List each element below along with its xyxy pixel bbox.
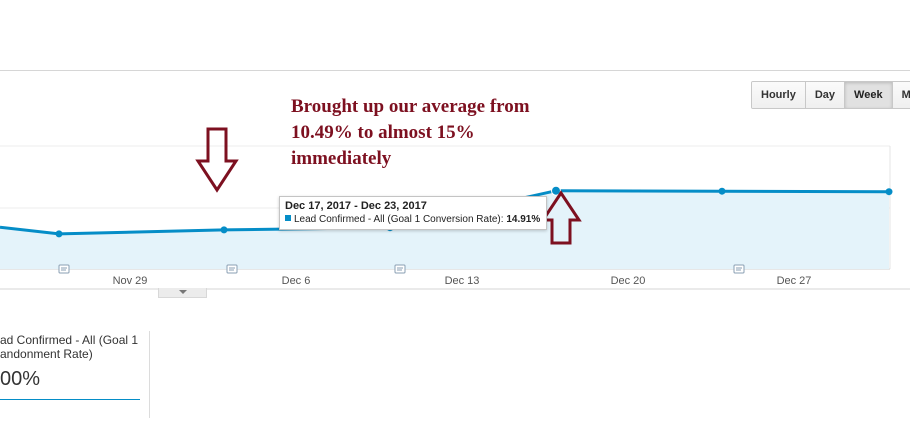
annotation-line: 10.49% to almost 15% — [291, 122, 475, 143]
data-point[interactable] — [220, 226, 228, 234]
chart-collapse-handle[interactable] — [158, 288, 207, 298]
top-divider — [0, 70, 910, 71]
day-button[interactable]: Day — [805, 82, 846, 108]
down-arrow-annotation — [195, 127, 239, 193]
chart-tooltip: Dec 17, 2017 - Dec 23, 2017 Lead Confirm… — [279, 196, 547, 230]
annotation-marker-icon[interactable] — [58, 264, 70, 274]
data-point[interactable] — [55, 230, 63, 238]
tooltip-value: 14.91% — [506, 214, 541, 225]
x-tick-label: Nov 29 — [113, 275, 148, 287]
x-tick-label: Dec 27 — [777, 275, 812, 287]
metric-value: 00% — [0, 368, 41, 390]
annotation-line: Brought up our average from — [291, 96, 530, 117]
month-button[interactable]: Month — [892, 82, 910, 108]
week-button[interactable]: Week — [845, 82, 893, 108]
data-point[interactable] — [551, 185, 561, 196]
metric-label-line: ad Confirmed - All (Goal 1 — [0, 333, 139, 347]
x-tick-label: Dec 6 — [282, 275, 311, 287]
annotation-marker-icon[interactable] — [733, 264, 745, 274]
tooltip-date-range: Dec 17, 2017 - Dec 23, 2017 — [285, 200, 427, 212]
annotation-marker-icon[interactable] — [394, 264, 406, 274]
annotation-line: immediately — [291, 148, 392, 169]
tooltip-series-line: Lead Confirmed - All (Goal 1 Conversion … — [285, 214, 540, 225]
data-point[interactable] — [718, 187, 726, 195]
hourly-button[interactable]: Hourly — [752, 82, 806, 108]
annotation-marker-icon[interactable] — [226, 264, 238, 274]
x-tick-label: Dec 20 — [611, 275, 646, 287]
metric-underline — [0, 399, 140, 400]
annotation-text: Brought up our average from 10.49% to al… — [291, 94, 591, 172]
data-point[interactable] — [885, 188, 893, 196]
x-tick-label: Dec 13 — [445, 275, 480, 287]
metric-label: ad Confirmed - All (Goal 1 andonment Rat… — [0, 333, 140, 361]
metric-divider — [149, 331, 150, 418]
time-granularity-toggle: Hourly Day Week Month — [751, 81, 910, 109]
tooltip-series-label: Lead Confirmed - All (Goal 1 Conversion … — [294, 214, 504, 225]
metric-label-line: andonment Rate) — [0, 347, 93, 361]
series-swatch-icon — [285, 215, 291, 221]
up-arrow-annotation — [540, 190, 582, 245]
